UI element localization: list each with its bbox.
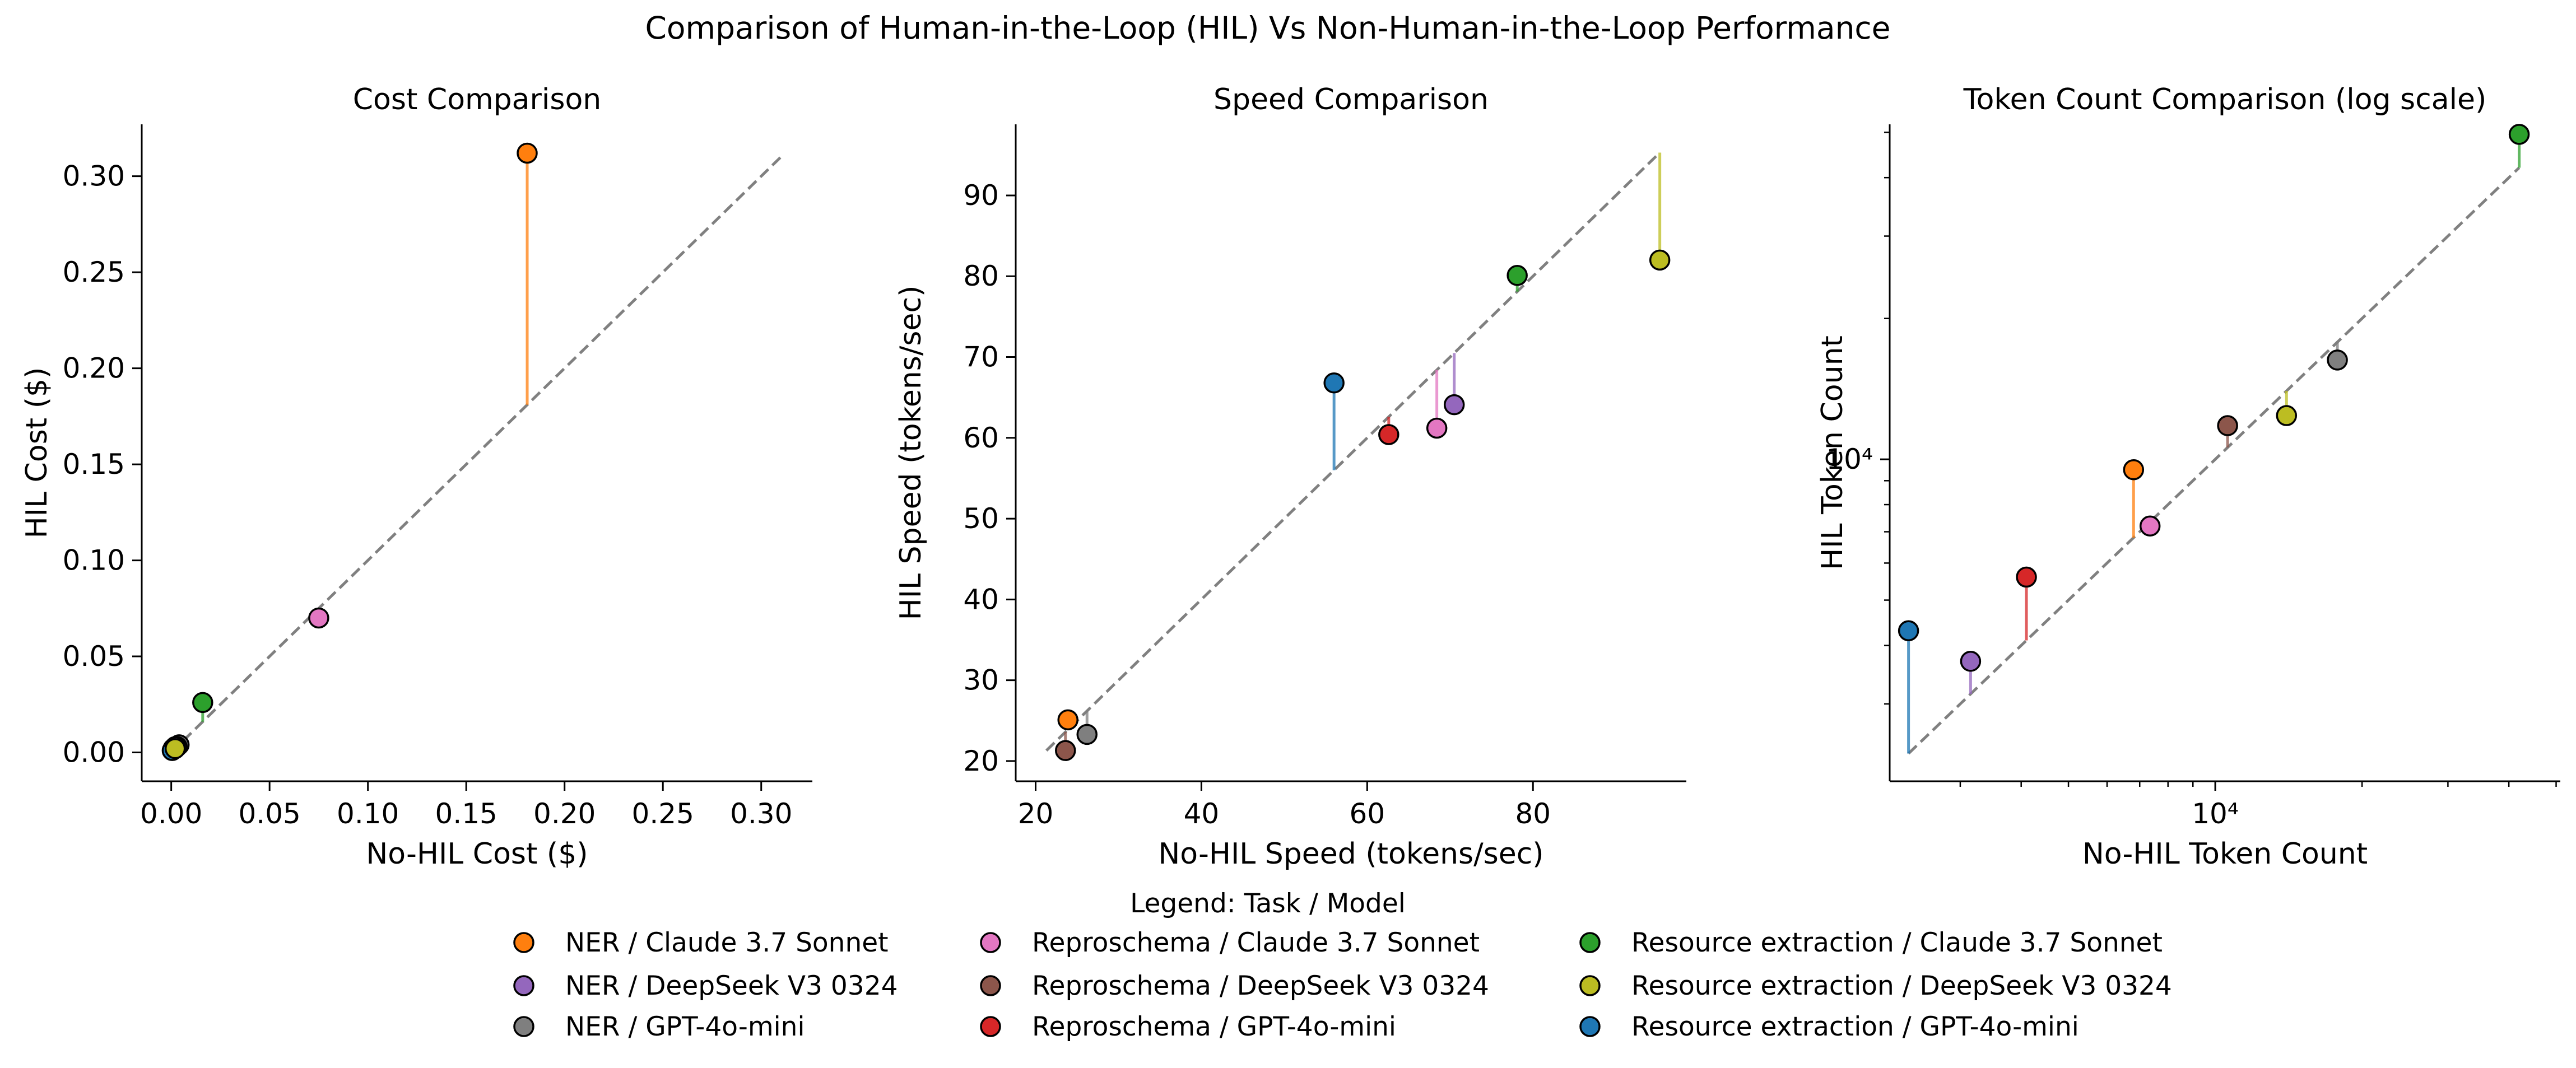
point-resource-extraction-gpt-4o-mini — [1323, 372, 1345, 394]
y-axis-label: HIL Token Count — [1816, 335, 1849, 570]
diagonal-reference-line — [1045, 151, 1661, 752]
x-tick-label: 0.05 — [239, 797, 301, 830]
panel-title: Speed Comparison — [1213, 83, 1489, 116]
x-tick-label: 40 — [1184, 797, 1220, 830]
y-tick-label: 90 — [963, 179, 999, 212]
point-resource-extraction-claude-3-7-sonnet — [1506, 265, 1528, 286]
x-tick-label: 0.00 — [140, 797, 202, 830]
legend-label: Reproschema / DeepSeek V3 0324 — [1032, 971, 1489, 1001]
point-resource-extraction-gpt-4o-mini — [1898, 620, 1919, 642]
legend-marker — [513, 975, 534, 996]
x-tick-label: 0.15 — [435, 797, 497, 830]
point-resource-extraction-claude-3-7-sonnet — [2508, 124, 2530, 145]
y-tick-label: 50 — [963, 502, 999, 535]
x-axis-label: No-HIL Cost ($) — [366, 837, 588, 871]
cost-comparison-panel: 0.00 0.05 0.10 0.15 0.20 0.25 0.30 0.00 0.05 0.10… — [20, 83, 812, 871]
legend-marker — [513, 932, 534, 953]
legend-label: Resource extraction / DeepSeek V3 0324 — [1631, 971, 2172, 1001]
y-axis-label: HIL Cost ($) — [20, 367, 54, 539]
y-tick-label: 0.10 — [63, 544, 125, 577]
point-ner-gpt-4o-mini — [1076, 724, 1098, 745]
legend-marker — [980, 1016, 1001, 1037]
y-tick-label: 20 — [963, 745, 999, 777]
point-reproschema-claude-3-7-sonnet — [308, 607, 329, 629]
legend-label: Reproschema / Claude 3.7 Sonnet — [1032, 927, 1480, 958]
diagonal-reference-line — [170, 156, 782, 754]
y-tick-label: 0.15 — [63, 448, 125, 481]
point-reproschema-gpt-4o-mini — [2016, 566, 2037, 588]
token-count-comparison-panel: 10⁴ 10⁴ Token Count Comparison (log scale)… — [1816, 83, 2560, 871]
y-tick-label: 0.05 — [63, 640, 125, 673]
legend-marker — [1579, 975, 1601, 996]
legend-marker — [980, 932, 1001, 953]
point-reproschema-deepseek-v3-0324 — [2217, 415, 2238, 436]
point-reproschema-gpt-4o-mini — [1378, 424, 1399, 445]
x-tick-label: 0.25 — [632, 797, 694, 830]
x-tick-label: 20 — [1018, 797, 1054, 830]
y-tick-label: 10⁴ — [1826, 443, 1873, 475]
point-resource-extraction-deepseek-v3-0324 — [1649, 249, 1671, 271]
point-ner-claude-3-7-sonnet — [517, 142, 538, 164]
y-tick-label: 60 — [963, 422, 999, 454]
point-resource-extraction-deepseek-v3-0324 — [2276, 405, 2298, 426]
panel-title: Cost Comparison — [353, 83, 601, 116]
y-tick-label: 70 — [963, 341, 999, 374]
legend-label: NER / Claude 3.7 Sonnet — [565, 927, 889, 958]
legend-label: Resource extraction / GPT-4o-mini — [1631, 1011, 2079, 1042]
point-reproschema-deepseek-v3-0324 — [1055, 740, 1076, 761]
panel-title: Token Count Comparison (log scale) — [1963, 83, 2487, 116]
point-ner-claude-3-7-sonnet — [2123, 459, 2145, 481]
point-ner-deepseek-v3-0324 — [1960, 651, 1982, 672]
legend-marker — [1579, 932, 1601, 953]
legend-item-ner-deepseek-v3-0324: NER / DeepSeek V3 0324 — [513, 971, 898, 1001]
y-tick-label: 30 — [963, 664, 999, 697]
x-tick-label: 0.10 — [337, 797, 399, 830]
legend-title: Legend: Task / Model — [1130, 888, 1406, 919]
legend-item-resource-extraction-claude-3-7-sonnet: Resource extraction / Claude 3.7 Sonnet — [1579, 927, 2163, 958]
point-resource-extraction-claude-3-7-sonnet — [192, 692, 213, 713]
x-tick-label: 10⁴ — [2192, 797, 2239, 830]
legend-label: Resource extraction / Claude 3.7 Sonnet — [1631, 927, 2163, 958]
legend: Legend: Task / Model NER / Claude 3.7 So… — [513, 888, 2172, 1042]
legend-item-resource-extraction-gpt-4o-mini: Resource extraction / GPT-4o-mini — [1579, 1011, 2079, 1042]
y-tick-label: 0.25 — [63, 256, 125, 288]
x-axis-label: No-HIL Token Count — [2082, 837, 2368, 871]
speed-comparison-panel: 20 40 60 80 20 30 40 50 60 70 80 90 Speed Comparison… — [894, 83, 1686, 871]
x-tick-label: 0.20 — [533, 797, 596, 830]
legend-item-reproschema-gpt-4o-mini: Reproschema / GPT-4o-mini — [980, 1011, 1396, 1042]
y-tick-label: 0.20 — [63, 352, 125, 385]
point-resource-extraction-deepseek-v3-0324 — [164, 738, 186, 759]
legend-label: NER / GPT-4o-mini — [565, 1011, 805, 1042]
diagonal-reference-line — [1907, 166, 2521, 755]
point-ner-deepseek-v3-0324 — [1443, 394, 1465, 416]
legend-item-ner-gpt-4o-mini: NER / GPT-4o-mini — [513, 1011, 805, 1042]
point-ner-gpt-4o-mini — [2327, 349, 2348, 371]
legend-items: NER / Claude 3.7 Sonnet NER / DeepSeek V3… — [513, 927, 2172, 1042]
legend-item-resource-extraction-deepseek-v3-0324: Resource extraction / DeepSeek V3 0324 — [1579, 971, 2172, 1001]
legend-label: NER / DeepSeek V3 0324 — [565, 971, 898, 1001]
y-tick-label: 80 — [963, 260, 999, 292]
y-axis-label: HIL Speed (tokens/sec) — [894, 286, 928, 621]
y-tick-label: 40 — [963, 583, 999, 615]
legend-marker — [980, 975, 1001, 996]
y-tick-label: 0.30 — [63, 160, 125, 193]
figure-title: Comparison of Human-in-the-Loop (HIL) Vs… — [645, 10, 1890, 46]
x-tick-label: 60 — [1350, 797, 1385, 830]
legend-item-ner-claude-3-7-sonnet: NER / Claude 3.7 Sonnet — [513, 927, 889, 958]
point-reproschema-claude-3-7-sonnet — [1426, 417, 1448, 439]
legend-marker — [513, 1016, 534, 1037]
point-ner-claude-3-7-sonnet — [1057, 709, 1078, 731]
x-tick-label: 0.30 — [730, 797, 792, 830]
x-tick-label: 80 — [1515, 797, 1551, 830]
point-reproschema-claude-3-7-sonnet — [2139, 515, 2161, 537]
legend-item-reproschema-claude-3-7-sonnet: Reproschema / Claude 3.7 Sonnet — [980, 927, 1480, 958]
y-tick-label: 0.00 — [63, 736, 125, 769]
legend-item-reproschema-deepseek-v3-0324: Reproschema / DeepSeek V3 0324 — [980, 971, 1489, 1001]
x-axis-label: No-HIL Speed (tokens/sec) — [1158, 837, 1543, 871]
legend-label: Reproschema / GPT-4o-mini — [1032, 1011, 1396, 1042]
legend-marker — [1579, 1016, 1601, 1037]
